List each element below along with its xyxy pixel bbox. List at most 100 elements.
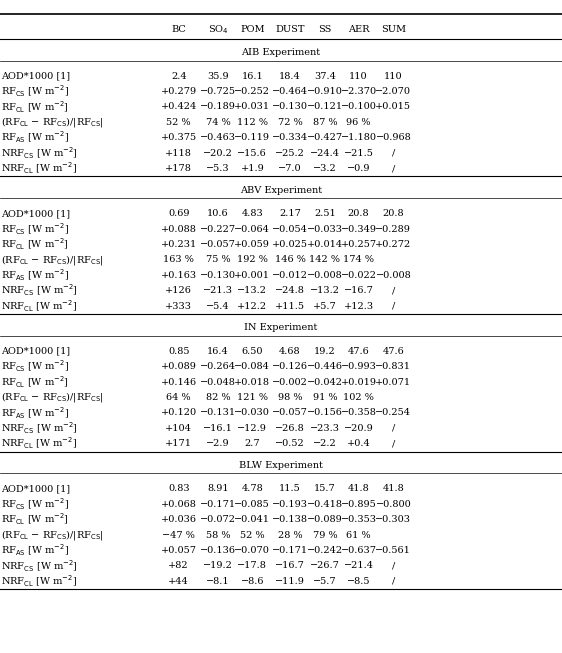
Text: −5.7: −5.7: [313, 577, 337, 586]
Text: −0.561: −0.561: [375, 546, 411, 555]
Text: −20.2: −20.2: [203, 149, 233, 157]
Text: −0.138: −0.138: [272, 515, 308, 524]
Text: −0.126: −0.126: [272, 362, 308, 371]
Text: (RF$_{\mathrm{CL}}$ − RF$_{\mathrm{CS}}$)/|RF$_{\mathrm{CS}}$|: (RF$_{\mathrm{CL}}$ − RF$_{\mathrm{CS}}$…: [1, 390, 104, 404]
Text: −0.008: −0.008: [375, 271, 411, 279]
Text: 121 %: 121 %: [237, 393, 268, 402]
Text: 110: 110: [349, 72, 368, 80]
Text: 18.4: 18.4: [279, 72, 301, 80]
Text: 47.6: 47.6: [383, 347, 404, 356]
Text: −8.1: −8.1: [206, 577, 230, 586]
Text: −0.993: −0.993: [341, 362, 377, 371]
Text: −0.070: −0.070: [234, 546, 270, 555]
Text: +333: +333: [165, 302, 192, 311]
Text: −0.064: −0.064: [234, 225, 270, 234]
Text: 47.6: 47.6: [348, 347, 369, 356]
Text: 58 %: 58 %: [206, 530, 230, 539]
Text: RF$_{\mathrm{CL}}$ [W m$^{-2}$]: RF$_{\mathrm{CL}}$ [W m$^{-2}$]: [1, 237, 69, 252]
Text: +44: +44: [169, 577, 189, 586]
Text: +0.4: +0.4: [347, 439, 370, 448]
Text: −0.227: −0.227: [200, 225, 236, 234]
Text: 79 %: 79 %: [312, 530, 337, 539]
Text: −0.057: −0.057: [200, 240, 236, 249]
Text: AOD*1000 [1]: AOD*1000 [1]: [1, 485, 70, 493]
Text: 74 %: 74 %: [206, 118, 230, 127]
Text: +0.071: +0.071: [375, 377, 411, 387]
Text: −0.968: −0.968: [375, 133, 411, 142]
Text: −0.895: −0.895: [341, 500, 377, 509]
Text: RF$_{\mathrm{AS}}$ [W m$^{-2}$]: RF$_{\mathrm{AS}}$ [W m$^{-2}$]: [1, 268, 69, 283]
Text: −0.121: −0.121: [307, 103, 343, 112]
Text: 142 %: 142 %: [309, 255, 341, 264]
Text: AOD*1000 [1]: AOD*1000 [1]: [1, 347, 70, 356]
Text: −24.4: −24.4: [310, 149, 340, 157]
Text: 15.7: 15.7: [314, 485, 336, 493]
Text: −0.072: −0.072: [200, 515, 236, 524]
Text: −0.252: −0.252: [234, 87, 270, 96]
Text: −0.358: −0.358: [341, 408, 377, 417]
Text: −0.800: −0.800: [375, 500, 411, 509]
Text: +171: +171: [165, 439, 192, 448]
Text: −12.9: −12.9: [237, 424, 268, 433]
Text: +0.257: +0.257: [341, 240, 377, 249]
Text: −0.130: −0.130: [272, 103, 308, 112]
Text: 87 %: 87 %: [312, 118, 337, 127]
Text: RF$_{\mathrm{CL}}$ [W m$^{-2}$]: RF$_{\mathrm{CL}}$ [W m$^{-2}$]: [1, 99, 69, 115]
Text: DUST: DUST: [275, 25, 305, 34]
Text: NRF$_{\mathrm{CL}}$ [W m$^{-2}$]: NRF$_{\mathrm{CL}}$ [W m$^{-2}$]: [1, 573, 78, 589]
Text: −0.022: −0.022: [341, 271, 377, 279]
Text: 19.2: 19.2: [314, 347, 336, 356]
Text: +0.272: +0.272: [375, 240, 411, 249]
Text: 0.83: 0.83: [168, 485, 189, 493]
Text: +0.089: +0.089: [161, 362, 197, 371]
Text: SO$_4$: SO$_4$: [208, 23, 228, 36]
Text: +178: +178: [165, 164, 192, 173]
Text: −7.0: −7.0: [278, 164, 302, 173]
Text: 96 %: 96 %: [346, 118, 371, 127]
Text: −0.054: −0.054: [272, 225, 308, 234]
Text: 0.85: 0.85: [168, 347, 189, 356]
Text: −2.070: −2.070: [375, 87, 411, 96]
Text: BC: BC: [171, 25, 186, 34]
Text: +0.231: +0.231: [161, 240, 197, 249]
Text: −0.464: −0.464: [272, 87, 308, 96]
Text: /: /: [392, 424, 395, 433]
Text: −24.8: −24.8: [275, 286, 305, 295]
Text: AIB Experiment: AIB Experiment: [242, 48, 320, 57]
Text: RF$_{\mathrm{CL}}$ [W m$^{-2}$]: RF$_{\mathrm{CL}}$ [W m$^{-2}$]: [1, 512, 69, 528]
Text: AOD*1000 [1]: AOD*1000 [1]: [1, 72, 70, 80]
Text: −0.156: −0.156: [307, 408, 343, 417]
Text: −2.2: −2.2: [313, 439, 337, 448]
Text: −0.9: −0.9: [347, 164, 370, 173]
Text: −20.9: −20.9: [344, 424, 373, 433]
Text: NRF$_{\mathrm{CL}}$ [W m$^{-2}$]: NRF$_{\mathrm{CL}}$ [W m$^{-2}$]: [1, 161, 78, 176]
Text: −0.189: −0.189: [200, 103, 236, 112]
Text: +0.019: +0.019: [341, 377, 377, 387]
Text: +12.3: +12.3: [343, 302, 374, 311]
Text: −11.9: −11.9: [275, 577, 305, 586]
Text: −5.3: −5.3: [206, 164, 230, 173]
Text: +0.120: +0.120: [161, 408, 197, 417]
Text: 2.51: 2.51: [314, 209, 336, 218]
Text: −2.9: −2.9: [206, 439, 230, 448]
Text: 64 %: 64 %: [166, 393, 191, 402]
Text: SS: SS: [318, 25, 332, 34]
Text: 110: 110: [384, 72, 403, 80]
Text: −0.725: −0.725: [200, 87, 236, 96]
Text: RF$_{\mathrm{CS}}$ [W m$^{-2}$]: RF$_{\mathrm{CS}}$ [W m$^{-2}$]: [1, 496, 69, 512]
Text: POM: POM: [240, 25, 265, 34]
Text: 20.8: 20.8: [383, 209, 404, 218]
Text: RF$_{\mathrm{AS}}$ [W m$^{-2}$]: RF$_{\mathrm{AS}}$ [W m$^{-2}$]: [1, 130, 69, 146]
Text: +0.001: +0.001: [234, 271, 270, 279]
Text: BLW Experiment: BLW Experiment: [239, 461, 323, 470]
Text: +0.018: +0.018: [234, 377, 270, 387]
Text: −0.264: −0.264: [200, 362, 236, 371]
Text: −0.002: −0.002: [272, 377, 308, 387]
Text: RF$_{\mathrm{AS}}$ [W m$^{-2}$]: RF$_{\mathrm{AS}}$ [W m$^{-2}$]: [1, 543, 69, 558]
Text: −2.370: −2.370: [341, 87, 377, 96]
Text: −8.6: −8.6: [241, 577, 264, 586]
Text: −21.4: −21.4: [343, 562, 374, 570]
Text: NRF$_{\mathrm{CL}}$ [W m$^{-2}$]: NRF$_{\mathrm{CL}}$ [W m$^{-2}$]: [1, 298, 78, 314]
Text: 112 %: 112 %: [237, 118, 268, 127]
Text: −1.180: −1.180: [341, 133, 377, 142]
